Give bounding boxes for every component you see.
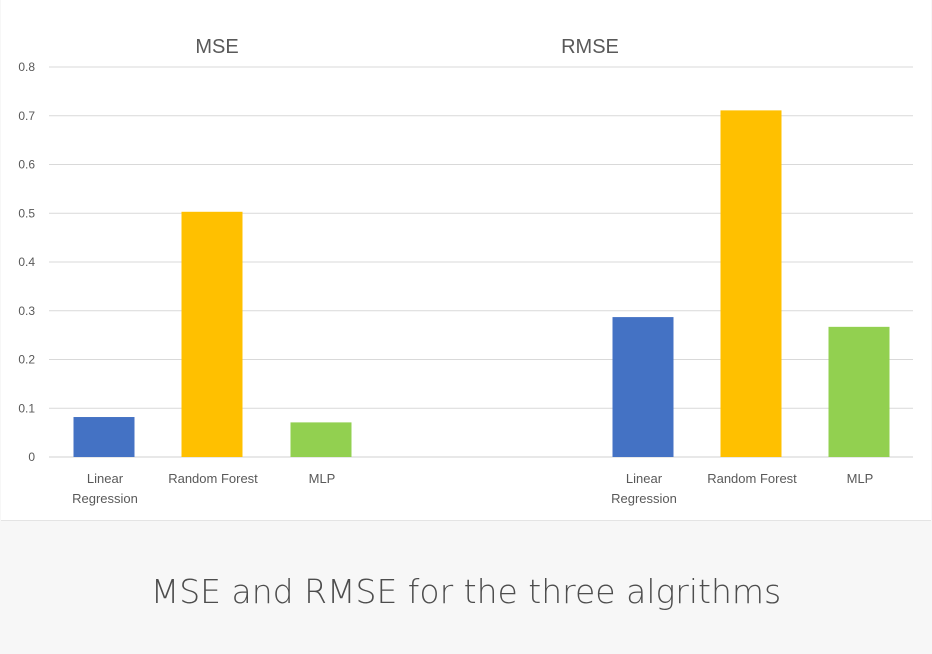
figure-caption: MSE and RMSE for the three algrithms [150,572,782,611]
y-tick-label: 0.3 [18,304,35,318]
bar [828,326,890,457]
bar [290,422,352,457]
bar [612,317,674,457]
y-tick-label: 0 [28,450,35,464]
x-tick-label: Linear [626,471,663,486]
bar [181,211,243,457]
group-title: RMSE [561,36,619,58]
chart-panel: 0 0.1 0.2 0.3 0.4 0.5 0.6 0.7 0.8 MSE Linear Regres… [1,0,931,521]
y-tick-label: 0.2 [18,353,35,367]
x-tick-label: Regression [72,491,138,506]
x-tick-label: Random Forest [168,471,258,486]
x-tick-label: Random Forest [707,471,797,486]
x-tick-label: Linear [87,471,124,486]
y-tick-label: 0.8 [18,60,35,74]
bar [720,110,782,457]
y-tick-label: 0.1 [18,401,35,415]
x-tick-label: MLP [847,471,874,486]
y-tick-label: 0.4 [18,255,35,269]
y-tick-label: 0.6 [18,158,35,172]
x-tick-label: Regression [611,491,677,506]
bar-chart: 0 0.1 0.2 0.3 0.4 0.5 0.6 0.7 0.8 MSE Linear Regres… [18,36,913,506]
y-tick-label: 0.7 [18,109,35,123]
y-tick-label: 0.5 [18,206,35,220]
bar [73,417,135,457]
group-title: MSE [195,36,238,58]
x-tick-label: MLP [309,471,336,486]
